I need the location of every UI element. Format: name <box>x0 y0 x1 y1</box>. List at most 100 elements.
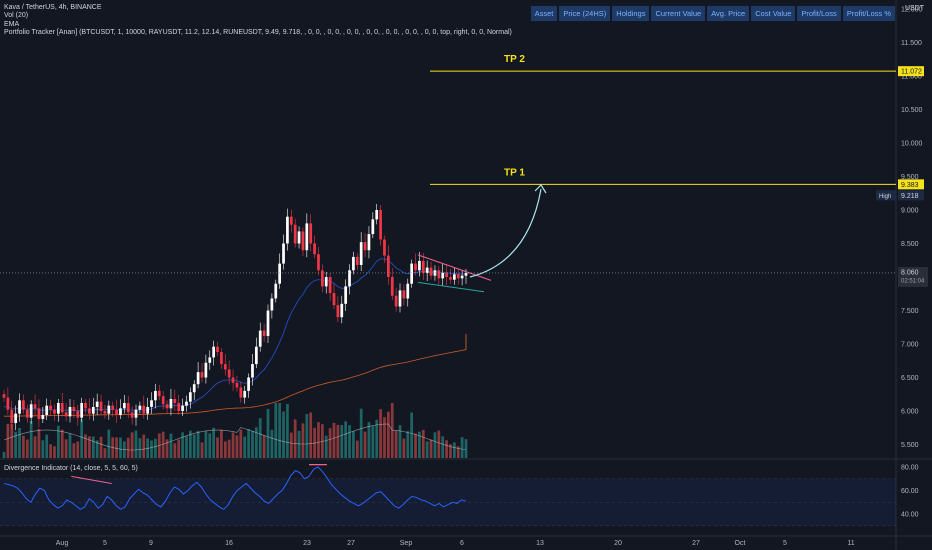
volume-bar <box>297 430 301 458</box>
candle-body <box>185 401 188 406</box>
time-tick-label: 23 <box>303 540 311 547</box>
volume-bar <box>99 436 103 458</box>
candle-body <box>6 397 10 410</box>
candle-body <box>410 263 414 284</box>
volume-bar <box>301 423 305 458</box>
candle-body <box>348 270 351 287</box>
volume-bar <box>235 435 239 458</box>
candle-body <box>433 270 437 276</box>
ema-indicator-label[interactable]: EMA <box>4 20 20 28</box>
volume-bar <box>406 431 410 458</box>
candle-body <box>418 260 421 271</box>
time-tick-label: 20 <box>614 540 622 547</box>
candle-body <box>196 372 200 385</box>
portfolio-tracker-label[interactable]: Portfolio Tracker [Anan] (BTCUSDT, 1, 10… <box>4 29 512 37</box>
volume-bar <box>367 422 371 458</box>
volume-bar <box>355 440 359 458</box>
time-tick-label: 9 <box>149 540 153 547</box>
volume-bar <box>410 412 414 458</box>
volume-bar <box>169 433 173 458</box>
candle-body <box>10 409 14 424</box>
volume-bar <box>18 428 21 458</box>
volume-bar <box>138 438 142 458</box>
volume-bar <box>371 426 375 458</box>
oscillator-title: Divergence Indicator (14, close, 5, 5, 6… <box>4 465 138 472</box>
volume-bar <box>150 440 153 458</box>
volume-bar <box>10 424 14 458</box>
candle-body <box>398 290 402 307</box>
volume-bar <box>289 432 293 458</box>
candle-body <box>138 405 142 410</box>
candle-body <box>445 272 448 277</box>
time-tick-label: 5 <box>783 540 787 547</box>
candle-body <box>165 404 169 409</box>
volume-bar <box>464 439 468 458</box>
projection-arrow-head <box>534 184 547 194</box>
price-tick-label: 6.000 <box>901 409 919 416</box>
volume-bar <box>359 408 363 458</box>
time-tick-label: 16 <box>225 540 233 547</box>
candle-body <box>297 231 301 244</box>
volume-bar <box>49 444 52 458</box>
price-tick-label: 7.000 <box>901 342 919 349</box>
volume-bar <box>188 430 192 458</box>
candle-body <box>386 255 390 277</box>
volume-bar <box>37 428 41 458</box>
volume-indicator-label[interactable]: Vol (20) <box>4 12 29 20</box>
candle-body <box>301 231 305 251</box>
symbol-title[interactable]: Kava / TetherUS, 4h, BINANCE <box>4 4 102 11</box>
volume-bar <box>126 437 130 458</box>
candle-body <box>414 263 417 271</box>
currency-label[interactable]: USDT <box>904 5 924 12</box>
volume-bar <box>437 430 441 458</box>
volume-bar <box>421 429 425 458</box>
candle-body <box>274 283 278 299</box>
candle-body <box>134 409 138 418</box>
volume-bar <box>161 431 165 458</box>
time-tick-label: 27 <box>692 540 700 547</box>
candle-body <box>340 303 344 318</box>
high-label-bg <box>876 190 896 201</box>
candle-body <box>192 384 196 393</box>
candle-body <box>126 402 130 413</box>
candle-body <box>142 405 146 414</box>
volume-bar <box>398 425 402 458</box>
volume-bar <box>402 438 406 458</box>
volume-bar <box>414 433 417 458</box>
projection-arrow <box>469 188 542 278</box>
candle-body <box>41 415 45 420</box>
volume-bar <box>262 435 266 458</box>
tp1-price-badge-bg <box>898 179 924 190</box>
volume-bar <box>239 429 243 458</box>
candle-body <box>60 402 64 413</box>
oscillator-tick-label: 80.00 <box>901 465 919 472</box>
candle-body <box>33 404 37 409</box>
volume-bar <box>460 437 464 458</box>
volume-bar <box>177 439 181 458</box>
volume-bar <box>286 404 289 458</box>
volume-bar <box>305 414 309 458</box>
candle-body <box>216 346 219 353</box>
candle-body <box>95 401 99 407</box>
candle-body <box>390 277 394 296</box>
candle-body <box>317 254 320 271</box>
volume-bar <box>64 439 68 458</box>
candle-body <box>88 408 91 414</box>
chart-legend: Kava / TetherUS, 4h, BINANCE Vol (20) EM… <box>4 4 512 38</box>
candle-body <box>37 408 41 420</box>
candle-body <box>91 406 95 414</box>
volume-bar <box>433 432 437 458</box>
candle-body <box>375 210 379 220</box>
volume-bar <box>383 417 386 458</box>
candle-body <box>53 409 56 414</box>
table-header-asset: Asset <box>530 6 558 21</box>
volume-bar <box>394 430 398 458</box>
volume-bar <box>115 437 118 458</box>
candle-body <box>200 372 204 378</box>
volume-bar <box>208 433 212 458</box>
price-tick-label: 12.000 <box>901 7 923 14</box>
volume-bar <box>375 419 379 458</box>
candle-body <box>355 256 359 265</box>
candle-body <box>383 239 386 256</box>
